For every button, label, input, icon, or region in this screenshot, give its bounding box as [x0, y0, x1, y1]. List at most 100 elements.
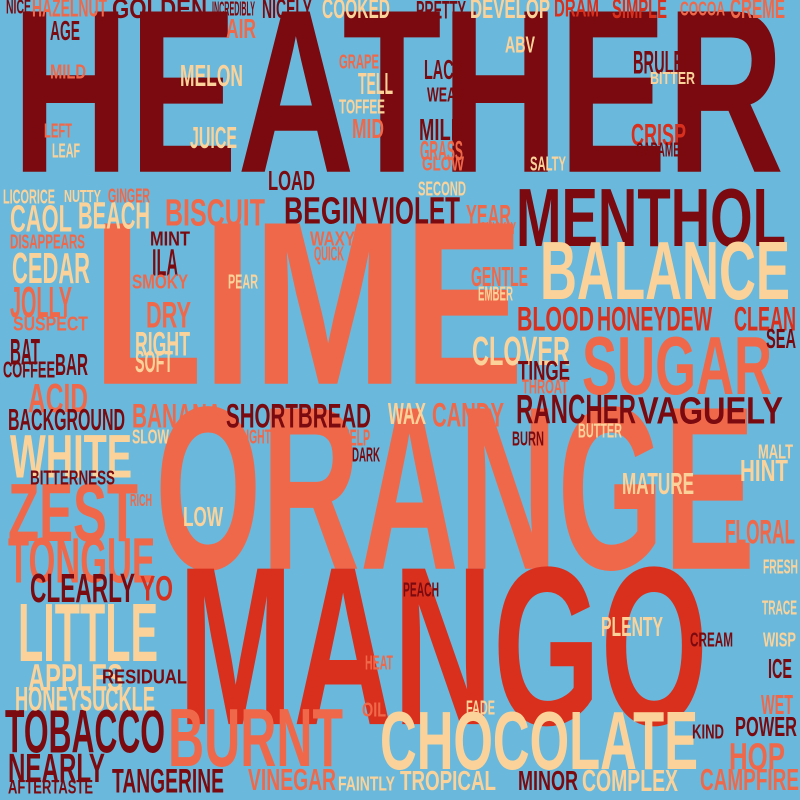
word-milk: MILK [419, 112, 465, 147]
word-violet: VIOLET [372, 188, 461, 232]
word-caramel: CARAMEL [636, 138, 687, 162]
word-begin: BEGIN [284, 188, 369, 232]
word-aftertaste: AFTERTASTE [8, 776, 94, 798]
word-beach: BEACH [78, 193, 151, 237]
word-clean: CLEAN [734, 299, 797, 339]
word-banana: BANANA [132, 396, 223, 436]
word-year: YEAR [466, 198, 512, 233]
word-trace: TRACE [762, 596, 798, 620]
word-bitter: BITTER [650, 67, 696, 88]
word-candy: CANDY [432, 395, 505, 435]
word-chocolate: CHOCOLATE [380, 695, 699, 788]
word-cream: CREAM [690, 628, 734, 652]
word-second: SECOND [418, 177, 467, 201]
word-tell: TELL [358, 66, 394, 101]
word-ice: ICE [768, 653, 793, 685]
word-brulee: BRULEE [633, 44, 694, 81]
word-blood: BLOOD [517, 299, 595, 339]
word-ember: EMBER [478, 282, 514, 306]
word-disappears: DISAPPEARS [10, 230, 86, 254]
word-ginger: GINGER [108, 184, 151, 208]
word-burnt: BURNT [168, 692, 344, 785]
word-right: RIGHT [135, 324, 191, 364]
word-orange: ORANGE [155, 359, 756, 620]
word-bar: BAR [55, 347, 89, 382]
word-grass: GRASS [420, 135, 464, 167]
word-tangerine: TANGERINE [112, 761, 225, 800]
word-nearly: NEARLY [8, 745, 105, 792]
word-acid: ACID [28, 375, 89, 422]
word-rich: RICH [130, 489, 153, 510]
word-apples: APPLES [28, 655, 124, 699]
word-dry: DRY [146, 294, 191, 336]
word-cooked: COOKED [322, 0, 391, 25]
word-malt: MALT [758, 440, 794, 464]
word-clearly: CLEARLY [30, 565, 136, 612]
word-air: AIR [226, 13, 257, 45]
word-minor: MINOR [518, 765, 579, 797]
word-quick: QUICK [314, 242, 345, 266]
word-peach: PEACH [403, 578, 440, 602]
word-plenty: PLENTY [601, 611, 664, 643]
word-complex: COMPLEX [582, 763, 679, 798]
word-vaguely: VAGUELY [638, 388, 783, 432]
word-mint: MINT [150, 227, 191, 251]
word-toffee: TOFFEE [339, 95, 386, 119]
word-hazelnut: HAZELNUT [32, 0, 108, 22]
word-suspect: SUSPECT [13, 312, 89, 336]
word-simple: SIMPLE [612, 0, 667, 25]
word-campfire: CAMPFIRE [700, 762, 800, 797]
word-tropical: TROPICAL [400, 765, 497, 797]
word-abv: ABV [505, 31, 536, 58]
word-grape: GRAPE [339, 50, 380, 74]
word-gentle: GENTLE [471, 261, 529, 293]
word-cocoa: COCOA [680, 0, 726, 21]
word-melon: MELON [180, 58, 244, 93]
word-low: LOW [183, 501, 224, 533]
word-nutty: NUTTY [64, 185, 102, 206]
word-jolly: JOLLY [10, 277, 73, 327]
word-dark: DARK [352, 443, 381, 467]
word-help: HELP [342, 424, 371, 451]
word-honeydew: HONEYDEW [597, 299, 713, 339]
word-cedar: CEDAR [12, 243, 91, 293]
word-yo: YO [140, 568, 174, 609]
word-throat: THROAT [522, 375, 569, 399]
word-crisp: CRISP [631, 117, 687, 152]
word-juice: JUICE [190, 120, 237, 155]
word-power: POWER [735, 711, 798, 743]
word-ila: ILA [152, 240, 179, 284]
word-mango: MANGO [178, 520, 709, 774]
word-fade: FADE [466, 696, 496, 720]
word-vinegar: VINEGAR [248, 762, 337, 797]
word-tinge: TINGE [518, 355, 571, 387]
word-weak: WEAK [427, 83, 466, 107]
word-soft: SOFT [135, 344, 174, 379]
word-mid: MID [352, 113, 385, 145]
word-little: LITTLE [18, 587, 159, 680]
word-lack: LACK [424, 54, 464, 86]
word-leaf: LEAF [52, 139, 81, 163]
word-pretty: PRETTY [416, 0, 467, 24]
word-golden: GOLDEN [112, 0, 208, 25]
word-slight: SLIGHT [233, 425, 272, 449]
word-slow: SLOW [132, 425, 170, 449]
word-dram: DRAM [554, 0, 600, 22]
word-floral: FLORAL [725, 512, 795, 552]
word-tobacco: TOBACCO [5, 697, 166, 767]
word-oil: OIL [362, 698, 387, 722]
word-wisp: WISP [763, 628, 797, 652]
word-lime: LIME [92, 174, 525, 435]
word-butter: BUTTER [578, 419, 623, 443]
word-age: AGE [50, 15, 81, 47]
word-balance: BALANCE [540, 225, 791, 318]
word-waxy: WAXY [310, 227, 356, 251]
word-salty: SALTY [530, 152, 567, 176]
word-zest: ZEST [8, 467, 139, 560]
word-bat: BAT [10, 331, 41, 373]
word-wet: WET [761, 689, 794, 721]
word-left: LEFT [44, 119, 73, 143]
word-menthol: MENTHOL [516, 172, 787, 265]
word-hint: HINT [740, 453, 789, 488]
